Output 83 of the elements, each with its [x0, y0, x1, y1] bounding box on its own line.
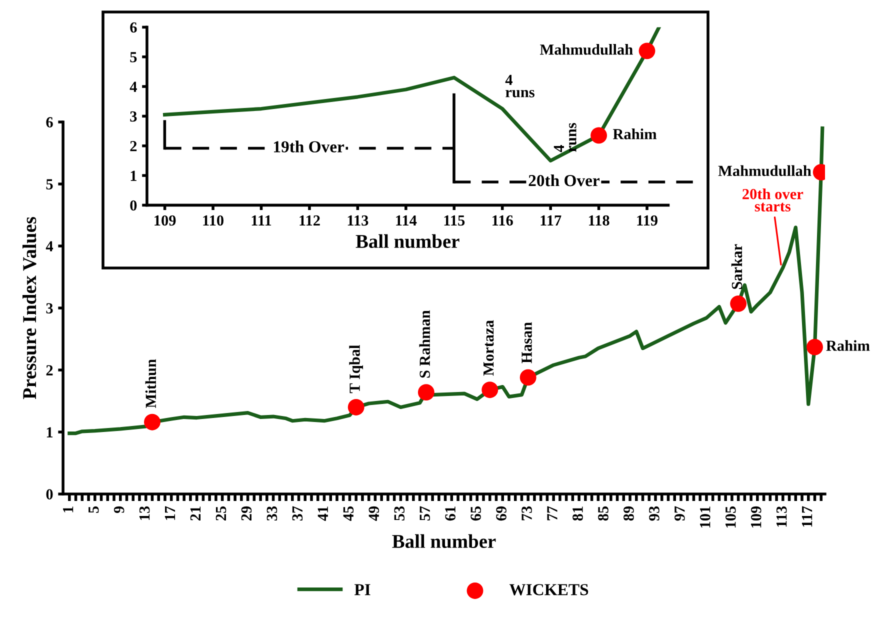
- x-tick-label: 114: [396, 215, 417, 226]
- x-tick-label: 93: [649, 506, 660, 521]
- x-tick-label: 117: [540, 215, 562, 226]
- y-tick-label: 0: [130, 200, 137, 211]
- x-tick-label: 113: [348, 215, 368, 226]
- y-tick-label: 6: [130, 22, 137, 33]
- x-tick-label: 25: [216, 506, 226, 520]
- x-tick-label: 65: [470, 506, 481, 521]
- annotation: Hasan: [522, 322, 532, 364]
- x-tick-label: 105: [725, 506, 736, 528]
- x-tick-label: 13: [139, 506, 150, 520]
- y-tick-label: 4: [130, 82, 137, 92]
- y-tick-label: 1: [130, 170, 136, 181]
- y-tick-label: 3: [46, 303, 53, 314]
- point: [806, 338, 823, 356]
- annotation: 19th Over: [274, 140, 344, 152]
- x-tick-label: 21: [190, 506, 200, 520]
- y-tick-label: 3: [130, 111, 137, 122]
- x-tick-label: 1: [63, 506, 74, 512]
- x-axis-title: Ball number: [392, 534, 496, 548]
- annotation: Rahim: [826, 340, 870, 351]
- x-tick-label: 41: [318, 506, 328, 521]
- x-tick-label: 116: [492, 215, 513, 226]
- x-tick-label: 73: [522, 506, 532, 520]
- x-tick-label: 109: [154, 215, 176, 226]
- x-tick-label: 97: [674, 506, 685, 521]
- annotation: Rahim: [612, 128, 657, 140]
- x-tick-label: 29: [241, 506, 252, 520]
- y-axis-title: Pressure Index Values: [22, 216, 36, 400]
- annotation: Mithun: [145, 359, 156, 408]
- point: [348, 399, 364, 416]
- x-tick-label: 61: [445, 506, 456, 521]
- annotation: Mortaza: [484, 320, 494, 376]
- annotation: 4 runs: [505, 74, 534, 98]
- annotation: Mahmudullah: [718, 165, 812, 176]
- annotation: S Rahman: [419, 310, 430, 378]
- y-tick-label: 2: [130, 141, 137, 152]
- x-tick-label: 110: [203, 215, 224, 226]
- point: [482, 382, 498, 398]
- x-tick-label: 117: [802, 506, 812, 527]
- x-tick-label: 33: [266, 506, 278, 521]
- x-tick-label: 69: [496, 506, 506, 521]
- x-tick-label: 45: [343, 506, 354, 521]
- x-tick-label: 118: [588, 215, 610, 226]
- x-tick-label: 119: [637, 215, 658, 226]
- x-tick-label: 112: [300, 215, 320, 226]
- x-tick-label: 109: [750, 506, 762, 528]
- x-tick-label: 49: [368, 506, 380, 521]
- x-tick-label: 53: [394, 506, 405, 520]
- y-tick-label: 2: [46, 365, 53, 376]
- annotation: Sarkar: [731, 244, 742, 289]
- x-tick-label: 81: [572, 506, 583, 521]
- x-tick-label: 115: [444, 215, 465, 226]
- x-tick-label: 57: [420, 506, 430, 520]
- x-tick-label: 37: [292, 506, 303, 521]
- x-tick-label: 17: [164, 506, 176, 520]
- y-tick-label: 5: [46, 179, 53, 190]
- y-tick-label: 4: [46, 241, 54, 252]
- x-tick-label: 85: [598, 506, 608, 521]
- x-tick-label: 5: [88, 506, 99, 513]
- line-series: [163, 27, 661, 162]
- legend-label: PI: [354, 584, 370, 596]
- x-tick-label: 111: [252, 215, 272, 226]
- x-axis-title: Ball number: [356, 234, 460, 248]
- y-tick-label: 0: [46, 489, 53, 500]
- annotation: 4 runs: [554, 123, 576, 152]
- y-tick-label: 6: [46, 117, 53, 128]
- annotation: T Iqbal: [349, 345, 364, 394]
- y-tick-label: 1: [46, 427, 53, 438]
- x-tick-label: 77: [547, 506, 558, 520]
- point: [730, 295, 747, 312]
- annotation: 20th Over: [528, 174, 600, 186]
- y-tick-label: 5: [130, 52, 137, 62]
- x-tick-label: 9: [114, 506, 124, 514]
- point: [418, 384, 434, 401]
- x-tick-label: 89: [624, 506, 634, 521]
- x-tick-label: 101: [700, 506, 710, 528]
- annotation: 20th over starts: [742, 188, 804, 212]
- annotation: Mahmudullah: [540, 44, 633, 55]
- point: [144, 414, 160, 430]
- legend-label: WICKETS: [509, 584, 588, 596]
- x-tick-label: 113: [776, 506, 787, 527]
- point: [520, 369, 536, 386]
